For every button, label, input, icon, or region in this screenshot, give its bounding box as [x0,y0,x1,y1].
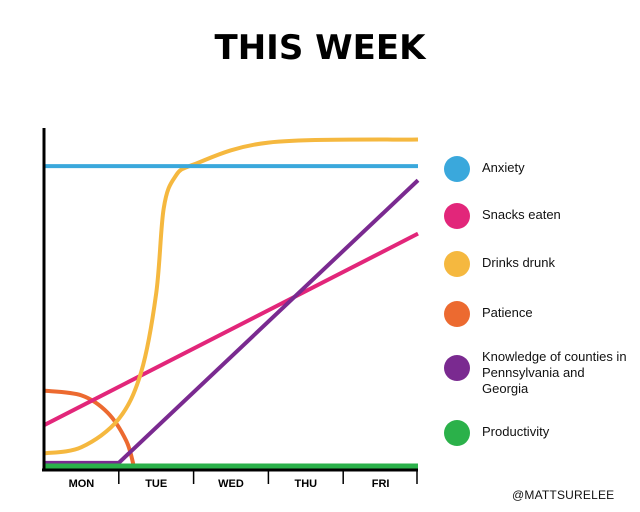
legend-label-patience: Patience [482,305,533,320]
x-tick-label-mon: MON [69,478,95,490]
legend-label-knowledge: Knowledge of counties in Pennsylvania an… [482,349,627,396]
legend-swatch-knowledge [444,355,470,381]
legend-swatch-snacks [444,203,470,229]
series-line-patience [43,388,136,467]
axes-layer [42,128,418,472]
chart-title: THIS WEEK [214,28,426,68]
credit-text: @MATTSURELEE [512,488,615,502]
x-tick-label-thu: THU [294,478,317,490]
legend-swatch-productivity [444,420,470,446]
legend-label-anxiety: Anxiety [482,160,525,175]
ticks-layer: MON TUE WED THU FRI [69,470,418,490]
series-line-knowledge-of-counties-in-penns [44,178,420,465]
legend-label-snacks: Snacks eaten [482,207,561,222]
x-tick-label-wed: WED [218,478,244,490]
series-line-snacks-eaten [43,231,419,427]
series-layer [43,137,420,469]
x-tick-label-tue: TUE [145,478,167,490]
legend-label-drinks: Drinks drunk [482,255,555,270]
series-line-drinks-drunk [43,137,419,456]
legend-swatch-drinks [444,251,470,277]
legend-swatch-patience [444,301,470,327]
x-tick-label-fri: FRI [372,478,390,490]
legend-label-productivity: Productivity [482,424,550,439]
legend-swatch-anxiety [444,156,470,182]
